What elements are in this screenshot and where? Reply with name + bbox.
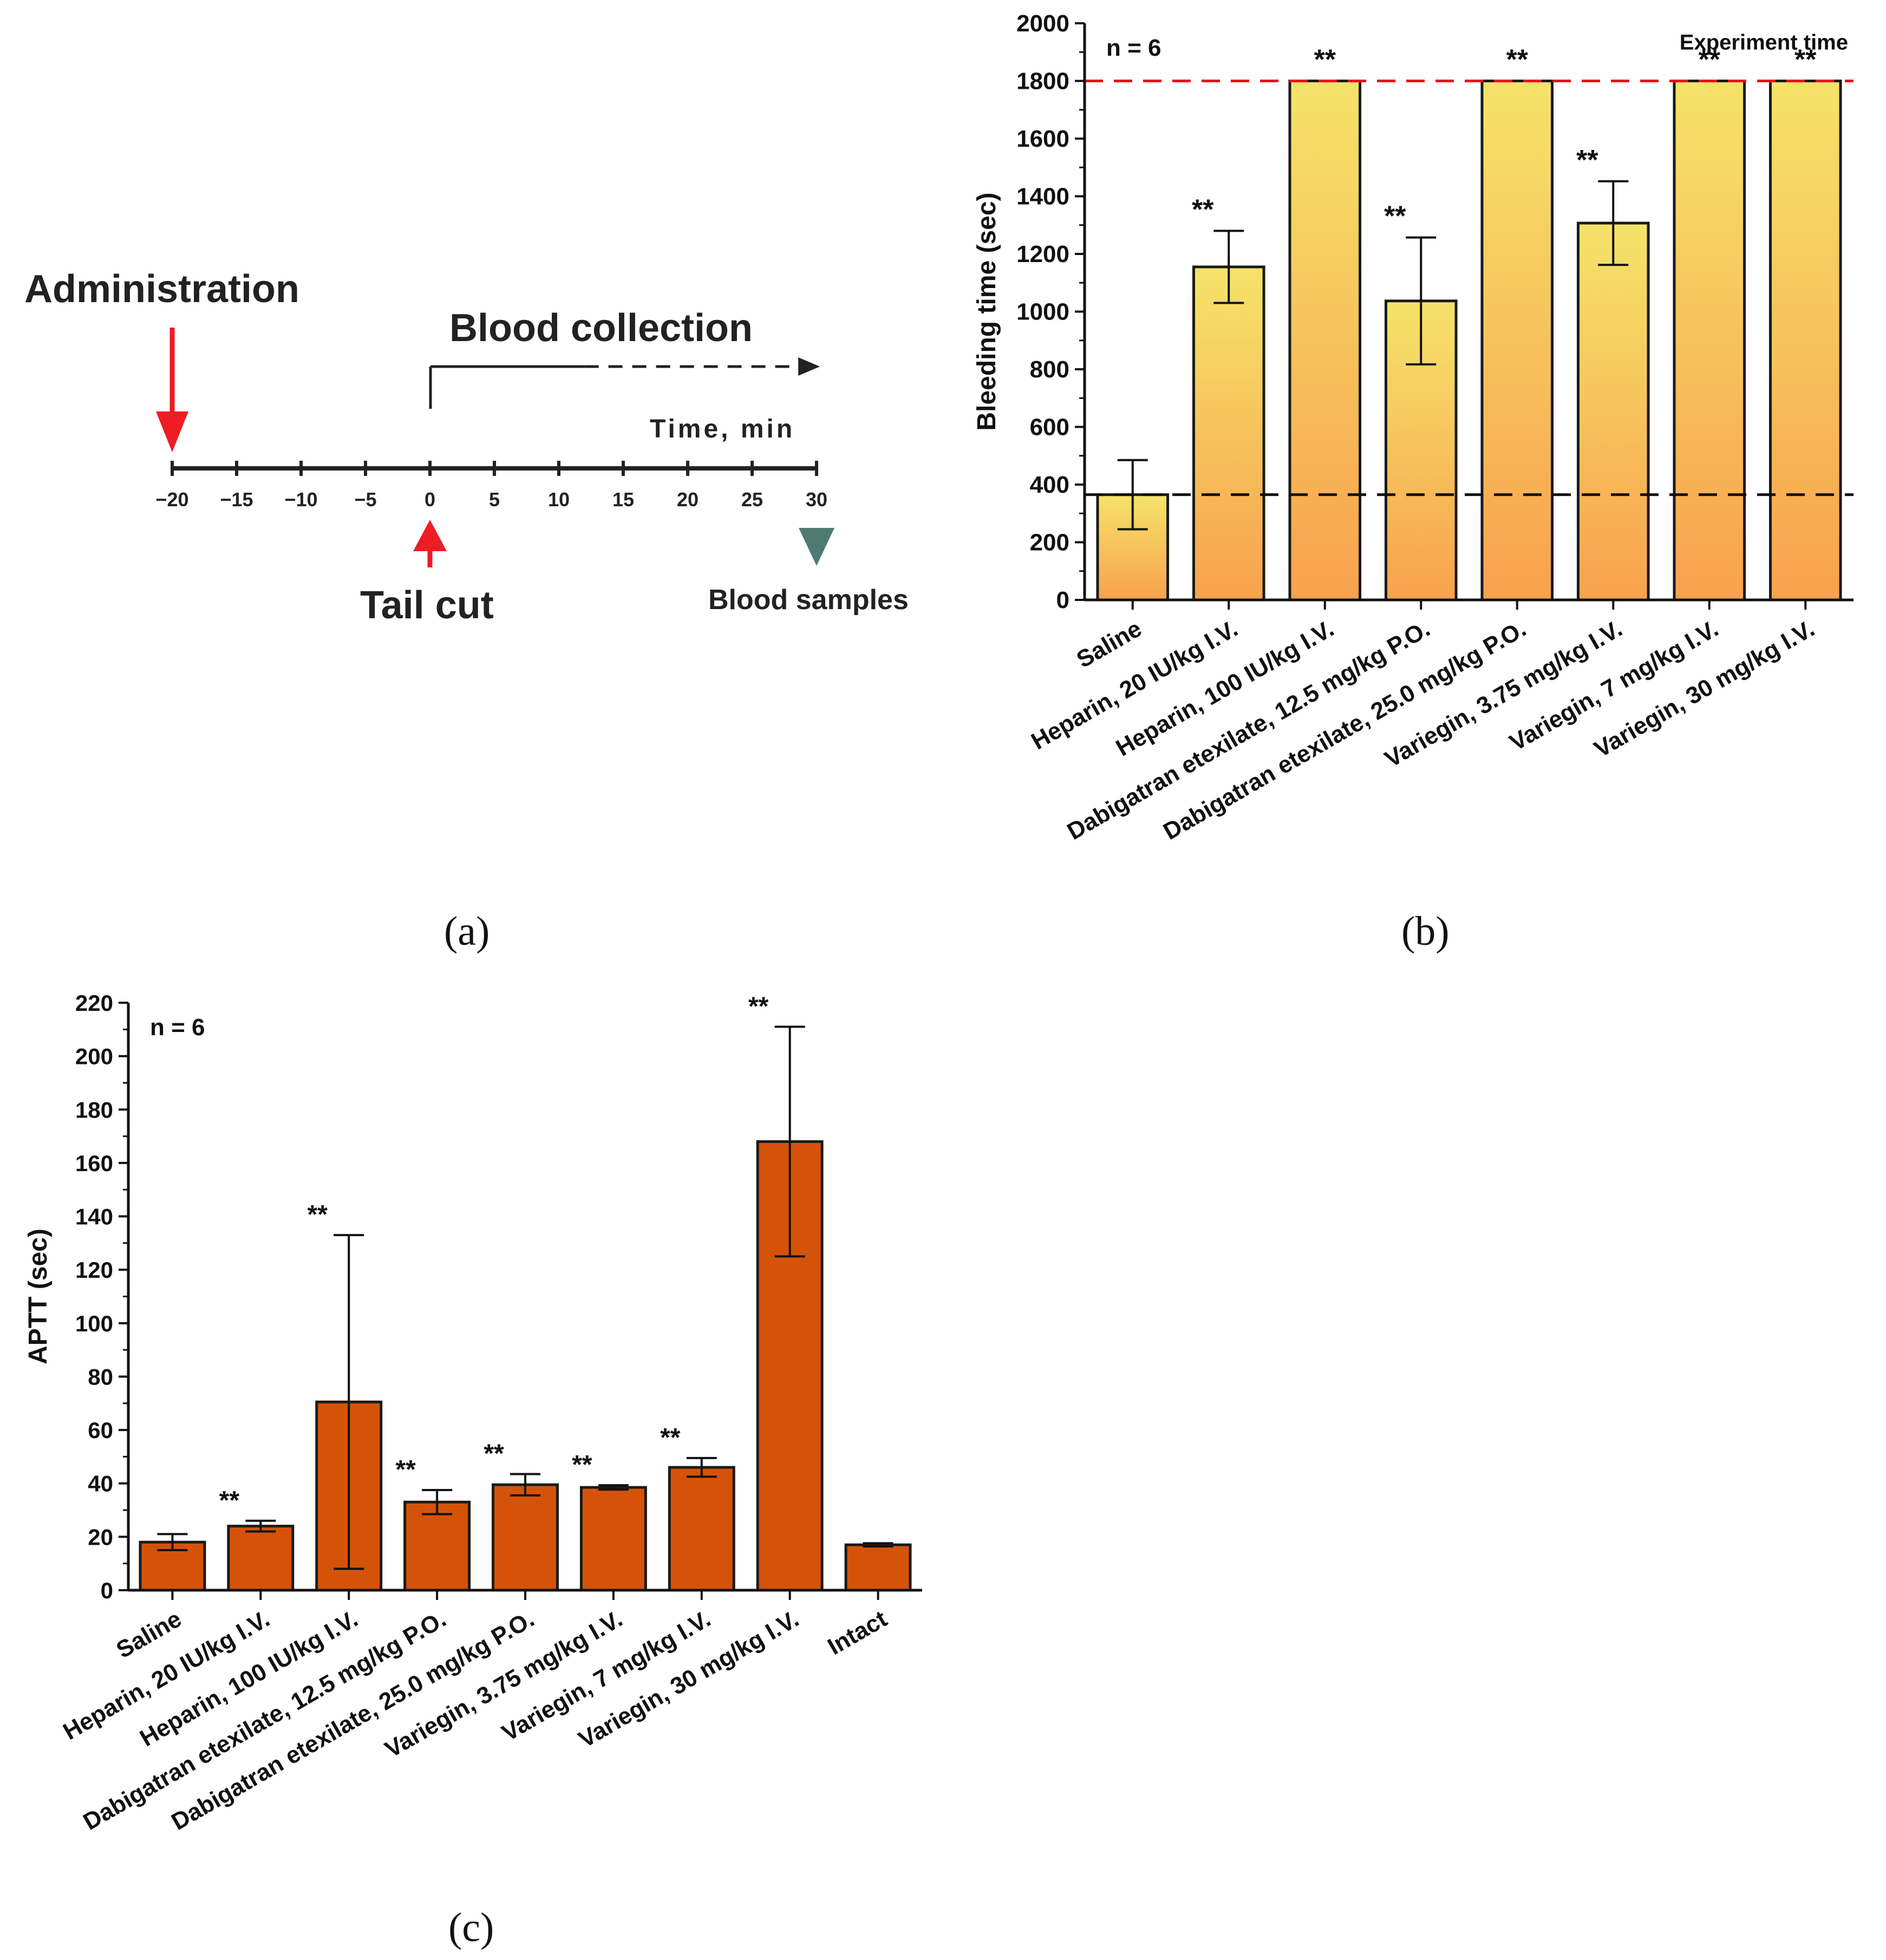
timeline-axis: −20 −15 −10 −5 0 5 10 15 20 25 30 — [155, 461, 827, 511]
timeline-tick-label: 25 — [741, 488, 763, 511]
chart-b-bleeding-time: Experiment time************ **02004006008… — [973, 10, 1854, 845]
y-tick-label: 200 — [75, 1044, 113, 1069]
significance-marker: ** — [572, 1451, 592, 1479]
n-label: n = 6 — [150, 1014, 205, 1041]
timeline-tick-label: −5 — [354, 488, 376, 511]
y-tick-label: 2000 — [1016, 10, 1069, 37]
y-tick-label: 40 — [88, 1471, 113, 1497]
blood-collection-arrow-icon — [429, 357, 820, 409]
significance-marker: ** — [748, 992, 769, 1021]
significance-marker: ** — [219, 1486, 240, 1515]
blood-samples-arrow-icon — [799, 528, 834, 566]
significance-marker: ** — [484, 1439, 504, 1468]
timeline-tick-label: −20 — [155, 488, 188, 511]
y-tick-label: 1600 — [1016, 126, 1069, 152]
bar — [1480, 80, 1554, 602]
reference-line-label: Experiment time — [1680, 31, 1848, 55]
bar — [1768, 80, 1842, 602]
timeline-tick-label: 5 — [489, 488, 500, 511]
y-tick-label: 80 — [88, 1364, 113, 1389]
caption-c: (c) — [448, 1905, 494, 1950]
y-tick-label: 140 — [75, 1204, 113, 1230]
y-tick-label: 20 — [88, 1524, 113, 1550]
timeline-tick-label: −15 — [220, 488, 253, 511]
tail-cut-label: Tail cut — [360, 584, 494, 627]
n-label: n = 6 — [1106, 35, 1161, 61]
timeline-tick-label: 30 — [806, 488, 827, 511]
y-tick-label: 1800 — [1016, 68, 1069, 95]
y-axis-label: Bleeding time (sec) — [973, 192, 1001, 430]
timeline-tick-label: 10 — [548, 488, 570, 511]
significance-marker: ** — [1794, 44, 1817, 76]
blood-samples-label: Blood samples — [708, 584, 909, 616]
y-tick-label: 0 — [1056, 587, 1069, 613]
bar — [1288, 80, 1362, 602]
bar — [668, 1466, 735, 1592]
administration-label: Administration — [24, 267, 299, 311]
bar — [492, 1483, 559, 1592]
bar — [403, 1500, 471, 1592]
panel-a: Administration Blood collection Time, mi… — [24, 267, 909, 954]
significance-marker: ** — [1699, 44, 1721, 76]
timeline-tick-label: 20 — [677, 488, 699, 511]
significance-marker: ** — [660, 1423, 681, 1452]
timeline-tick-label: 15 — [612, 488, 634, 511]
y-axis-label: APTT (sec) — [24, 1229, 53, 1364]
bar — [1576, 221, 1650, 602]
bar — [579, 1486, 647, 1592]
bar — [1192, 265, 1265, 602]
y-tick-label: 160 — [75, 1151, 113, 1176]
caption-a: (a) — [444, 909, 490, 954]
y-tick-label: 1000 — [1016, 299, 1069, 325]
significance-marker: ** — [1576, 145, 1598, 176]
caption-b: (b) — [1401, 909, 1450, 954]
y-tick-label: 60 — [88, 1417, 113, 1443]
bar — [227, 1525, 295, 1592]
y-tick-label: 600 — [1030, 414, 1069, 441]
tail-cut-arrow-icon — [413, 520, 447, 567]
timeline-tick-label: 0 — [425, 488, 435, 511]
category-label: Saline — [1072, 615, 1146, 673]
significance-marker: ** — [1192, 194, 1214, 225]
y-tick-label: 1400 — [1016, 184, 1069, 210]
significance-marker: ** — [1384, 201, 1406, 232]
y-tick-label: 200 — [1030, 530, 1069, 556]
significance-marker: ** — [395, 1455, 416, 1484]
y-tick-label: 1200 — [1016, 241, 1069, 267]
administration-arrow-icon — [156, 328, 188, 452]
y-tick-label: 220 — [75, 990, 113, 1016]
blood-collection-label: Blood collection — [449, 306, 753, 350]
timeline-tick-label: −10 — [284, 488, 317, 511]
significance-marker: ** — [1506, 44, 1529, 76]
bar — [1673, 80, 1746, 602]
y-tick-label: 400 — [1030, 472, 1069, 498]
time-axis-label: Time, min — [650, 415, 795, 443]
significance-marker: ** — [308, 1200, 328, 1229]
y-tick-label: 100 — [75, 1311, 113, 1336]
y-tick-label: 0 — [101, 1578, 113, 1603]
y-tick-label: 800 — [1030, 356, 1069, 383]
y-tick-label: 180 — [75, 1097, 113, 1122]
y-tick-label: 120 — [75, 1257, 113, 1283]
category-label: Intact — [823, 1605, 891, 1660]
bar — [844, 1543, 912, 1592]
chart-c-aptt: ** ** ** ** ** ** ** 0 20 40 60 80 100 120 140 160 180 20… — [24, 990, 922, 1835]
significance-marker: ** — [1314, 44, 1336, 76]
